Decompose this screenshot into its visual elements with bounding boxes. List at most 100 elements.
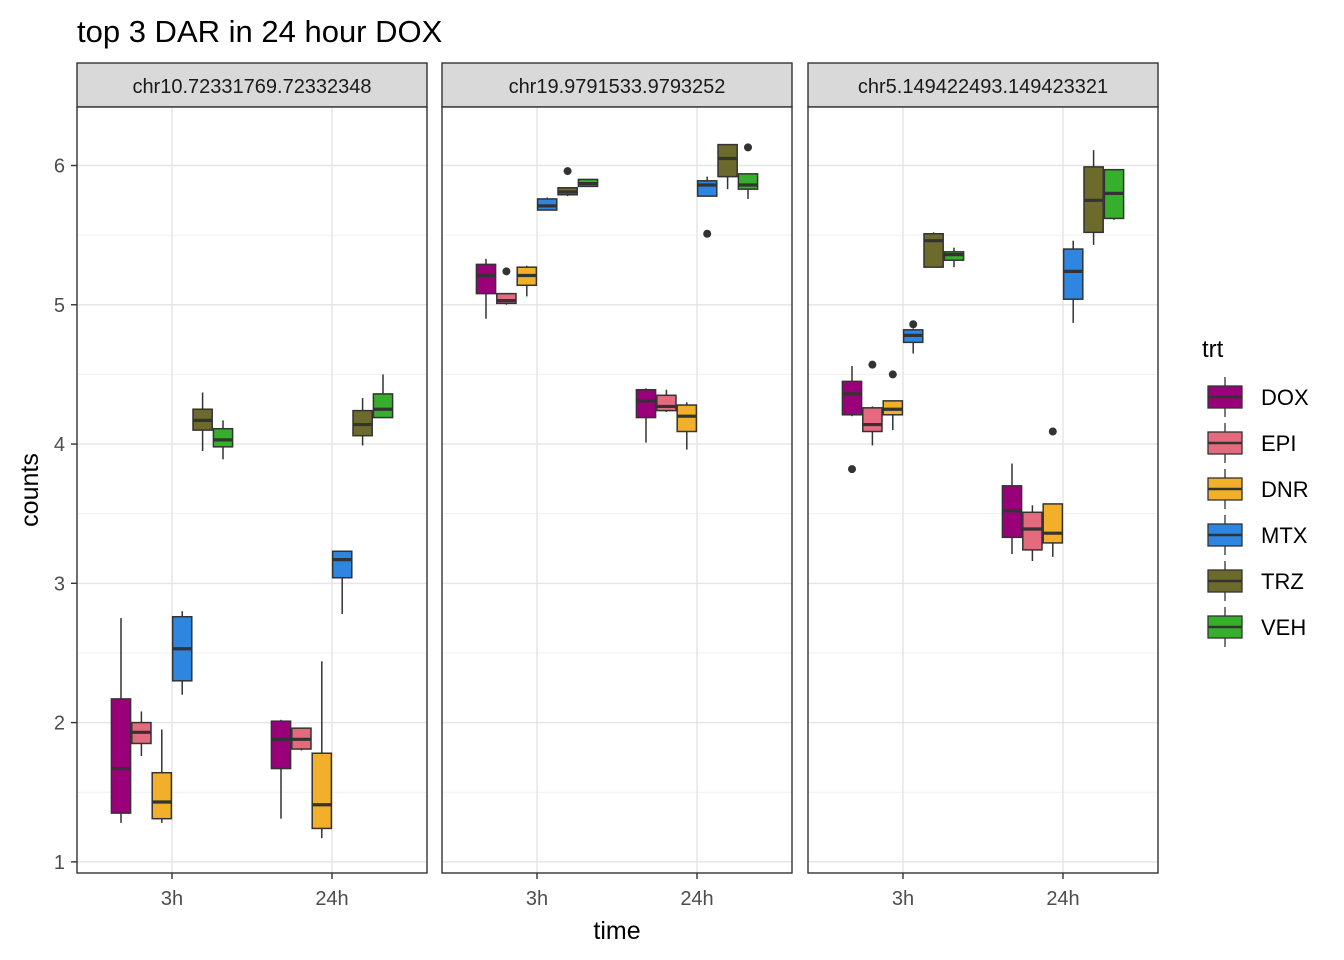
box-body: [635, 388, 657, 419]
y-tick-label: 2: [54, 713, 65, 735]
box-trz-24h: [1083, 150, 1104, 245]
box-trz-24h: [352, 398, 373, 446]
panel-border: [807, 106, 1159, 874]
box-mtx-24h: [696, 176, 718, 238]
box-dnr-3h: [516, 265, 538, 297]
y-tick-label: 4: [54, 434, 65, 456]
box-veh-3h: [212, 420, 234, 460]
facet-strip-label: chr5.149422493.149423321: [858, 76, 1108, 98]
box-dnr-24h: [311, 661, 333, 839]
box-dnr-3h: [151, 729, 173, 823]
y-axis-label: counts: [16, 453, 44, 527]
box-trz-24h: [717, 143, 738, 190]
x-tick-label: 24h: [680, 888, 713, 910]
box-body: [212, 427, 234, 448]
box-body: [1062, 248, 1084, 300]
box-mtx-3h: [171, 611, 193, 695]
legend-label: VEH: [1261, 615, 1306, 640]
legend-label: TRZ: [1261, 569, 1304, 594]
x-axis-label: time: [593, 917, 640, 945]
box-dox-24h: [270, 719, 292, 819]
outlier-point: [1048, 427, 1057, 436]
outlier-point: [563, 167, 572, 176]
legend-item-trz: TRZ: [1207, 561, 1304, 601]
box-body: [151, 771, 173, 820]
box-trz-3h: [923, 232, 944, 268]
box-body: [475, 263, 497, 295]
box-epi-24h: [1022, 505, 1043, 562]
x-tick-label: 3h: [526, 888, 548, 910]
legend-item-epi: EPI: [1207, 423, 1296, 463]
outlier-point: [502, 267, 511, 276]
box-epi-3h: [862, 360, 883, 446]
box-dox-3h: [475, 258, 497, 319]
box-mtx-3h: [536, 197, 558, 211]
legend-label: EPI: [1261, 431, 1296, 456]
box-body: [270, 720, 292, 770]
box-body: [110, 698, 132, 814]
box-mtx-24h: [1062, 240, 1084, 323]
panel-background: [442, 107, 792, 873]
box-veh-24h: [372, 374, 394, 419]
facet-strip-label: chr19.9791533.9793252: [509, 76, 726, 98]
box-mtx-3h: [902, 320, 924, 354]
outlier-point: [703, 229, 712, 238]
facet-strip: [807, 62, 1159, 108]
box-veh-24h: [737, 143, 759, 199]
box-body: [1042, 503, 1064, 544]
box-veh-3h: [577, 178, 599, 188]
box-dnr-24h: [1042, 427, 1064, 557]
legend-item-mtx: MTX: [1207, 515, 1308, 555]
box-dnr-24h: [676, 402, 698, 450]
legend-item-veh: VEH: [1207, 607, 1306, 647]
facet-strip: [76, 62, 428, 108]
box-body: [923, 232, 944, 268]
y-tick-label: 5: [54, 295, 65, 317]
legend-item-dnr: DNR: [1207, 469, 1309, 509]
box-body: [496, 292, 517, 305]
legend-item-dox: DOX: [1207, 377, 1309, 417]
facet-strip-label: chr10.72331769.72332348: [132, 76, 371, 98]
panel-border: [441, 106, 793, 874]
box-dnr-3h: [882, 370, 904, 431]
box-trz-3h: [192, 392, 213, 452]
box-body: [311, 752, 333, 830]
legend-label: DNR: [1261, 477, 1309, 502]
panel-border: [76, 106, 428, 874]
y-axis: 1 2 3 4 5 6: [54, 155, 77, 874]
box-body: [737, 173, 759, 190]
box-dox-24h: [635, 388, 657, 443]
box-epi-3h: [496, 267, 517, 305]
outlier-point: [868, 360, 877, 369]
facet-strip: [441, 62, 793, 108]
box-body: [656, 394, 677, 412]
x-tick-label: 3h: [892, 888, 914, 910]
legend-title: trt: [1202, 336, 1224, 363]
box-dox-3h: [841, 366, 863, 474]
box-dox-3h: [110, 618, 132, 823]
box-veh-24h: [1103, 168, 1125, 220]
box-body: [1022, 511, 1043, 551]
box-epi-24h: [656, 389, 677, 413]
facet-panel-2: chr19.9791533.9793252 3h 24h: [441, 62, 793, 910]
box-dox-24h: [1001, 463, 1023, 555]
box-epi-3h: [131, 711, 152, 757]
box-veh-3h: [943, 247, 965, 268]
y-tick-label: 1: [54, 852, 65, 874]
box-body: [331, 550, 353, 579]
outlier-point: [888, 370, 897, 379]
x-tick-label: 24h: [315, 888, 348, 910]
outlier-point: [744, 143, 752, 152]
box-mtx-24h: [331, 550, 353, 614]
facet-panel-1: chr10.72331769.72332348 3h 24h: [76, 62, 428, 910]
box-body: [696, 180, 718, 197]
chart-title: top 3 DAR in 24 hour DOX: [77, 14, 443, 49]
panel-background: [808, 107, 1158, 873]
legend-label: MTX: [1261, 523, 1308, 548]
box-trz-3h: [557, 167, 578, 197]
box-body: [841, 380, 863, 416]
outlier-point: [909, 320, 918, 329]
y-tick-label: 3: [54, 573, 65, 595]
